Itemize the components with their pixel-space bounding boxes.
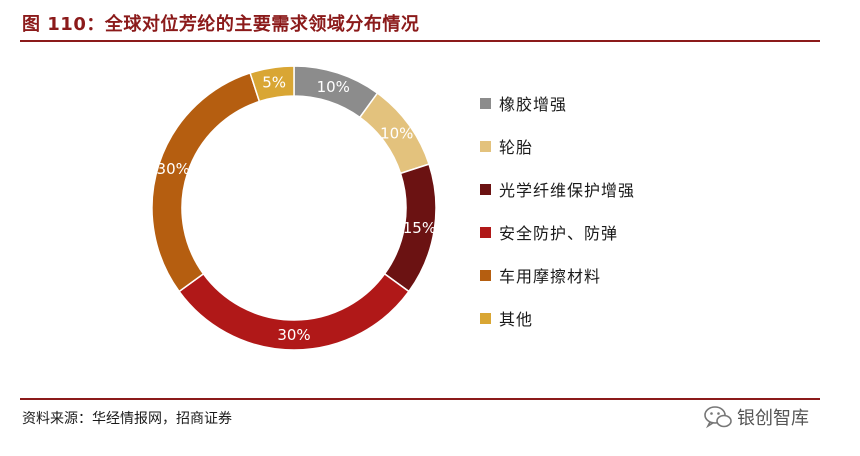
legend-item: 橡胶增强	[480, 92, 635, 114]
legend-item: 安全防护、防弹	[480, 221, 635, 243]
legend-item: 轮胎	[480, 135, 635, 157]
donut-slices	[151, 65, 437, 351]
legend-item: 其他	[480, 307, 635, 329]
watermark-text: 银创智库	[737, 408, 809, 429]
legend-label: 橡胶增强	[499, 95, 568, 114]
legend-swatch	[480, 183, 491, 195]
slice-label: 30%	[277, 326, 310, 344]
source-rule	[20, 398, 820, 400]
slice-label: 10%	[317, 78, 350, 96]
slice-label: 15%	[403, 219, 436, 237]
donut-slice	[151, 72, 261, 293]
legend-label: 其他	[499, 310, 534, 329]
legend-label: 光学纤维保护增强	[499, 181, 636, 200]
donut-slice	[249, 65, 295, 103]
title-rule	[20, 40, 820, 42]
legend-swatch	[480, 269, 491, 281]
wechat-icon	[704, 406, 732, 429]
donut-chart: 10% 10% 15% 30% 30% 5%	[151, 65, 437, 351]
legend-item: 光学纤维保护增强	[480, 178, 635, 200]
watermark: 银创智库	[703, 404, 809, 430]
legend-label: 车用摩擦材料	[499, 267, 602, 286]
slice-label: 10%	[380, 124, 413, 142]
legend-swatch	[480, 140, 491, 152]
legend-label: 安全防护、防弹	[499, 224, 619, 243]
source-note: 资料来源：华经情报网，招商证券	[22, 411, 232, 427]
legend: 橡胶增强轮胎光学纤维保护增强 安全防护、防弹 车用摩擦材料 其他	[480, 92, 635, 350]
legend-item: 车用摩擦材料	[480, 264, 635, 286]
legend-label: 轮胎	[499, 138, 534, 157]
chart-title: 图 110：全球对位芳纶的主要需求领域分布情况	[22, 14, 420, 35]
legend-swatch	[480, 226, 491, 238]
legend-swatch	[480, 97, 491, 109]
slice-labels: 10% 10% 15% 30% 30% 5%	[157, 74, 437, 344]
slice-label: 30%	[157, 160, 190, 178]
legend-swatch	[480, 312, 491, 324]
slice-label: 5%	[262, 74, 286, 92]
